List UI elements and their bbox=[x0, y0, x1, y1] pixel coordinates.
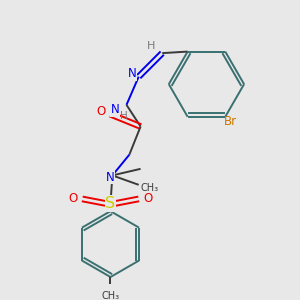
Text: O: O bbox=[68, 192, 77, 206]
Text: H: H bbox=[147, 40, 155, 51]
Text: O: O bbox=[97, 105, 106, 118]
Text: Br: Br bbox=[224, 115, 236, 128]
Text: CH₃: CH₃ bbox=[101, 291, 120, 300]
Text: N: N bbox=[106, 171, 115, 184]
Text: O: O bbox=[143, 192, 153, 206]
Text: S: S bbox=[105, 196, 116, 211]
Text: H: H bbox=[120, 111, 128, 121]
Text: CH₃: CH₃ bbox=[141, 183, 159, 193]
Text: N: N bbox=[111, 103, 120, 116]
Text: N: N bbox=[128, 67, 136, 80]
